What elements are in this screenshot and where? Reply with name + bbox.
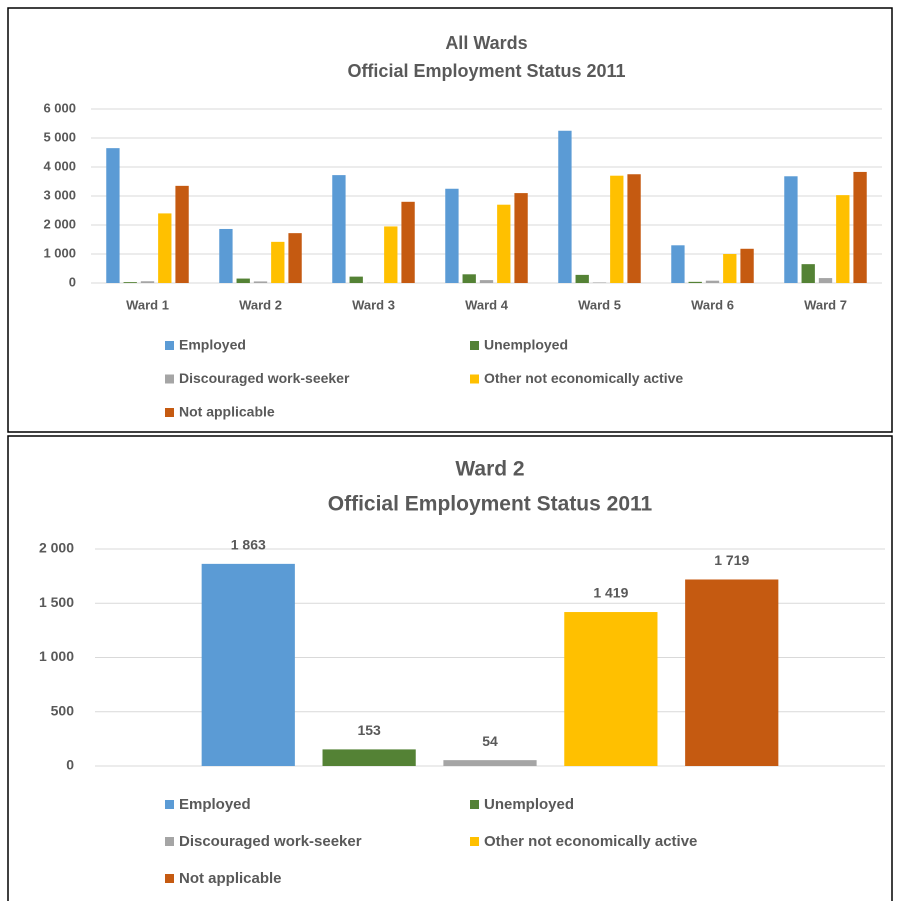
legend-swatch <box>470 375 479 384</box>
y-tick-label: 1 000 <box>39 648 74 664</box>
legend-swatch <box>470 800 479 809</box>
legend-label: Not applicable <box>179 404 275 420</box>
bar <box>836 195 849 283</box>
chart-subtitle: Official Employment Status 2011 <box>328 493 653 516</box>
legend-swatch <box>165 800 174 809</box>
bar <box>723 254 736 283</box>
bar <box>158 213 171 283</box>
bar <box>514 193 527 283</box>
chart-subtitle: Official Employment Status 2011 <box>347 61 625 81</box>
legend-label: Unemployed <box>484 796 574 813</box>
bar <box>237 279 250 283</box>
bar <box>271 242 284 283</box>
bar <box>627 174 640 283</box>
data-label: 1 419 <box>593 585 628 601</box>
bar <box>175 186 188 283</box>
bar <box>480 280 493 283</box>
x-tick-label: Ward 7 <box>804 297 847 312</box>
bar <box>202 564 295 766</box>
chart-title: Ward 2 <box>455 458 524 481</box>
bar <box>853 172 866 283</box>
legend-label: Not applicable <box>179 870 282 887</box>
bar <box>593 282 606 283</box>
legend-swatch <box>165 837 174 846</box>
legend-swatch <box>165 375 174 384</box>
bar <box>445 189 458 283</box>
bar <box>685 579 778 766</box>
bar <box>350 277 363 283</box>
bar <box>706 281 719 283</box>
bar <box>124 282 137 283</box>
x-tick-label: Ward 6 <box>691 297 734 312</box>
bar <box>802 264 815 283</box>
y-tick-label: 1 000 <box>43 245 76 260</box>
bar <box>288 233 301 283</box>
bar <box>671 245 684 283</box>
bar <box>332 175 345 283</box>
x-tick-label: Ward 3 <box>352 297 395 312</box>
bar <box>384 226 397 283</box>
bar <box>106 148 119 283</box>
y-tick-label: 500 <box>51 702 75 718</box>
chart-title: All Wards <box>445 33 527 53</box>
y-tick-label: 2 000 <box>43 216 76 231</box>
y-tick-label: 5 000 <box>43 129 76 144</box>
legend-label: Discouraged work-seeker <box>179 370 350 386</box>
x-tick-label: Ward 5 <box>578 297 621 312</box>
legend-label: Discouraged work-seeker <box>179 833 362 850</box>
legend-swatch <box>165 408 174 417</box>
data-label: 153 <box>357 722 381 738</box>
bar <box>610 176 623 283</box>
data-label: 54 <box>482 733 498 749</box>
bar <box>401 202 414 283</box>
bar <box>219 229 232 283</box>
y-tick-label: 4 000 <box>43 158 76 173</box>
bar <box>141 281 154 283</box>
legend-swatch <box>470 837 479 846</box>
bar <box>323 749 416 766</box>
bar <box>740 249 753 283</box>
bar <box>819 278 832 283</box>
x-tick-label: Ward 2 <box>239 297 282 312</box>
legend-swatch <box>165 341 174 350</box>
legend-swatch <box>165 874 174 883</box>
bar <box>463 274 476 283</box>
bar <box>576 275 589 283</box>
x-tick-label: Ward 4 <box>465 297 509 312</box>
legend-label: Employed <box>179 337 246 353</box>
y-tick-label: 1 500 <box>39 594 74 610</box>
y-tick-label: 0 <box>66 757 74 773</box>
legend-swatch <box>470 341 479 350</box>
y-tick-label: 3 000 <box>43 187 76 202</box>
bar <box>558 131 571 283</box>
data-label: 1 719 <box>714 552 749 568</box>
legend-label: Other not economically active <box>484 370 683 386</box>
bar <box>564 612 657 766</box>
bar <box>497 205 510 283</box>
legend-label: Other not economically active <box>484 833 697 850</box>
bar <box>254 281 267 283</box>
bar <box>689 282 702 283</box>
y-tick-label: 0 <box>69 274 76 289</box>
legend-label: Employed <box>179 796 251 813</box>
data-label: 1 863 <box>231 537 266 553</box>
x-tick-label: Ward 1 <box>126 297 169 312</box>
bar <box>784 176 797 283</box>
bar <box>443 760 536 766</box>
y-tick-label: 6 000 <box>43 100 76 115</box>
y-tick-label: 2 000 <box>39 540 74 556</box>
legend-label: Unemployed <box>484 337 568 353</box>
